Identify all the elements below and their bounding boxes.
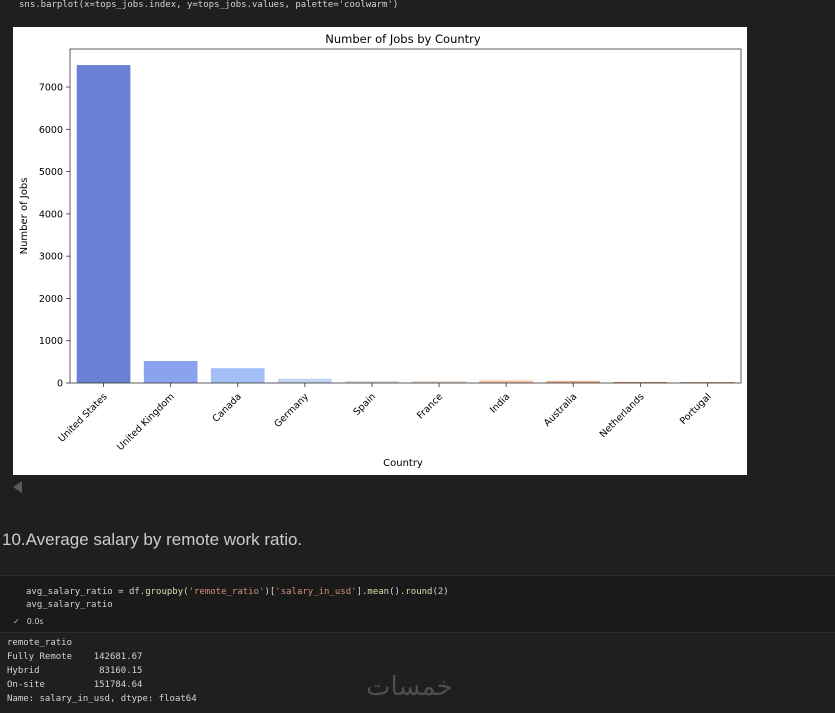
cell-status: ✓ 0.0s	[13, 617, 44, 626]
code-token: )[	[264, 587, 276, 597]
x-tick-label: France	[415, 391, 445, 421]
code-token: 'salary_in_usd'	[275, 587, 357, 597]
x-tick-label: India	[488, 391, 512, 415]
y-tick-label: 7000	[39, 83, 63, 94]
bar-india	[479, 380, 533, 383]
bar-portugal	[680, 382, 735, 383]
x-tick-label: Portugal	[678, 391, 714, 427]
bar-chart: Number of Jobs by Country Country Number…	[19, 32, 742, 469]
code-token: mean	[367, 587, 390, 597]
y-tick-label: 2000	[39, 294, 63, 305]
bar-united-kingdom	[143, 361, 198, 383]
bar-united-states	[76, 65, 131, 383]
code-token: avg_salary_ratio = df.	[26, 587, 146, 597]
code-token: 'remote_ratio'	[188, 587, 265, 597]
bar-spain	[345, 380, 399, 383]
code-token: (2)	[432, 587, 449, 597]
plot-area-frame	[69, 48, 742, 384]
chart-figure: Number of Jobs by Country Country Number…	[13, 27, 747, 475]
code-cell[interactable]: avg_salary_ratio = df.groupby('remote_ra…	[0, 575, 835, 633]
y-tick-label: 0	[57, 379, 63, 390]
chart-title: Number of Jobs by Country	[325, 32, 481, 46]
y-tick-label: 5000	[39, 167, 63, 178]
output-line: remote_ratio	[7, 638, 73, 648]
watermark-logo: خمسات	[366, 672, 453, 702]
x-tick-label: United States	[56, 391, 109, 444]
output-line: On-site 151784.64	[7, 680, 143, 690]
bar-netherlands	[613, 381, 668, 383]
y-tick-label: 6000	[39, 125, 63, 136]
cell-source[interactable]: avg_salary_ratio = df.groupby('remote_ra…	[26, 586, 449, 612]
x-tick-label: Spain	[352, 391, 379, 418]
y-tick-label: 3000	[39, 252, 63, 263]
bar-france	[412, 380, 466, 383]
cell-output: remote_ratio Fully Remote 142681.67 Hybr…	[7, 636, 197, 706]
x-tick-label: Netherlands	[598, 391, 647, 440]
code-token: ().	[389, 587, 406, 597]
code-token: groupby	[145, 587, 184, 597]
output-line: Name: salary_in_usd, dtype: float64	[7, 694, 197, 704]
execution-time: 0.0s	[26, 617, 44, 626]
y-axis-label: Number of Jobs	[19, 178, 30, 255]
y-tick-label: 4000	[39, 209, 63, 220]
bar-australia	[546, 380, 601, 383]
output-line: Hybrid 83160.15	[7, 666, 143, 676]
bar-germany	[278, 378, 332, 383]
code-line-barplot: sns.barplot(x=tops_jobs.index, y=tops_jo…	[19, 0, 399, 10]
markdown-heading: 10.Average salary by remote work ratio.	[2, 530, 303, 549]
scroll-left-arrow-icon[interactable]	[13, 481, 22, 493]
code-token: ].	[356, 587, 368, 597]
x-tick-label: Germany	[272, 391, 311, 430]
bar-canada	[210, 368, 265, 383]
code-token: (	[183, 587, 189, 597]
x-tick-label: Canada	[211, 391, 244, 424]
output-line: Fully Remote 142681.67	[7, 652, 143, 662]
code-line-2: avg_salary_ratio	[26, 600, 113, 610]
x-tick-label: Australia	[542, 391, 579, 428]
x-axis-label: Country	[383, 458, 423, 469]
y-tick-label: 1000	[39, 336, 63, 347]
x-tick-label: United Kingdom	[115, 391, 177, 453]
check-icon: ✓	[13, 617, 20, 626]
code-token: round	[405, 587, 433, 597]
